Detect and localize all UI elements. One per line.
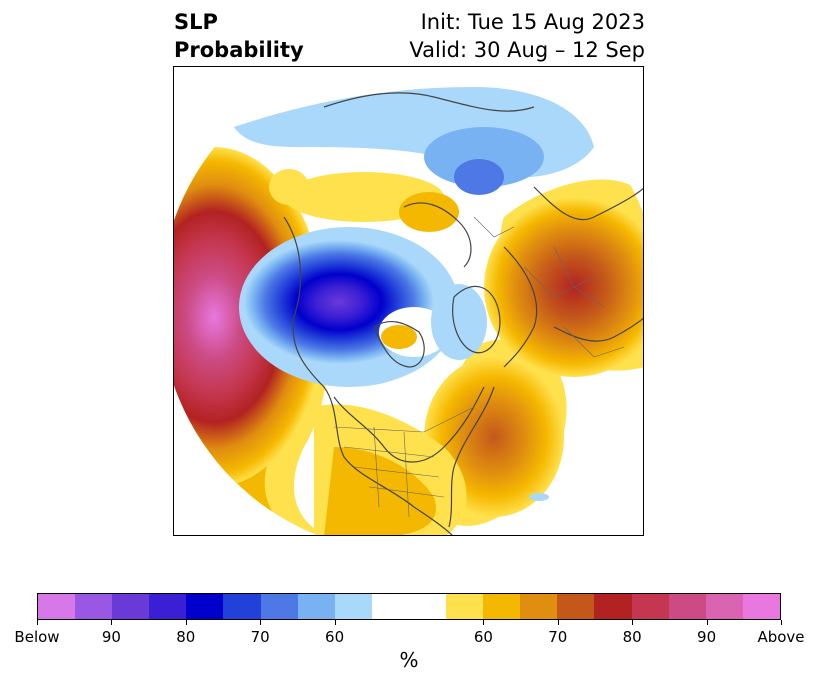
polar-map bbox=[174, 67, 643, 535]
colorbar-tick-label: Above bbox=[757, 628, 805, 646]
colorbar-segment bbox=[446, 594, 484, 619]
colorbar-tick-label: 90 bbox=[101, 628, 121, 646]
colorbar-tick-label: 80 bbox=[176, 628, 196, 646]
colorbar-tick-label: 60 bbox=[473, 628, 493, 646]
colorbar-tickmark bbox=[334, 620, 336, 625]
colorbar-segment bbox=[668, 594, 706, 619]
init-date: Init: Tue 15 Aug 2023 bbox=[420, 10, 645, 34]
colorbar-tickmark bbox=[260, 620, 262, 625]
map-panel bbox=[173, 66, 644, 536]
colorbar-segment bbox=[594, 594, 632, 619]
valid-range: Valid: 30 Aug – 12 Sep bbox=[409, 38, 645, 62]
colorbar-tick-label: 70 bbox=[250, 628, 270, 646]
colorbar-segment bbox=[408, 594, 447, 619]
colorbar-segment bbox=[149, 594, 187, 619]
colorbar-tick-label: 60 bbox=[325, 628, 345, 646]
colorbar-segment bbox=[186, 594, 224, 619]
colorbar-tickmark bbox=[706, 620, 708, 625]
colorbar-segment bbox=[38, 594, 76, 619]
colorbar-segment bbox=[112, 594, 150, 619]
colorbar-tick-label: Below bbox=[14, 628, 60, 646]
colorbar-tickmark bbox=[557, 620, 559, 625]
chart-title-left: SLP Probability bbox=[174, 8, 304, 64]
colorbar-unit: % bbox=[399, 648, 419, 672]
colorbar-tick-label: 90 bbox=[697, 628, 717, 646]
colorbar-segment bbox=[260, 594, 298, 619]
coastlines bbox=[283, 92, 643, 535]
colorbar-segment bbox=[520, 594, 558, 619]
borders bbox=[333, 216, 625, 518]
colorbar bbox=[37, 593, 781, 620]
colorbar-tickmark bbox=[37, 620, 38, 625]
colorbar-segment bbox=[705, 594, 743, 619]
colorbar-segment bbox=[742, 594, 780, 619]
colorbar-segment bbox=[75, 594, 113, 619]
colorbar-segment bbox=[334, 594, 372, 619]
title-variable: SLP bbox=[174, 10, 218, 34]
chart-title-right: Init: Tue 15 Aug 2023 Valid: 30 Aug – 12… bbox=[409, 8, 645, 64]
colorbar-tickmark bbox=[781, 620, 782, 625]
probability-shading bbox=[174, 87, 643, 535]
colorbar-segment bbox=[223, 594, 261, 619]
colorbar-segment bbox=[631, 594, 669, 619]
colorbar-segment bbox=[297, 594, 335, 619]
colorbar-segment bbox=[557, 594, 595, 619]
colorbar-tickmark bbox=[483, 620, 485, 625]
colorbar-tick-label: 80 bbox=[622, 628, 642, 646]
colorbar-segment bbox=[371, 594, 409, 619]
colorbar-segment bbox=[483, 594, 521, 619]
colorbar-tick-label: 70 bbox=[548, 628, 568, 646]
colorbar-tickmark bbox=[185, 620, 187, 625]
title-kind: Probability bbox=[174, 38, 304, 62]
colorbar-tickmark bbox=[111, 620, 113, 625]
colorbar-tickmark bbox=[632, 620, 634, 625]
